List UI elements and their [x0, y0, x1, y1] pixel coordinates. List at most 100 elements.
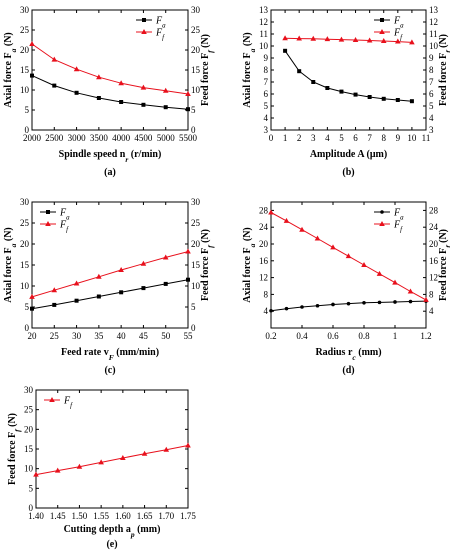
y-right-tick-label: 5 — [429, 101, 434, 111]
data-point-Ff — [185, 91, 191, 96]
y-left-tick-label: 15 — [20, 65, 30, 75]
data-point-Fa — [186, 277, 190, 282]
data-point-Fa — [300, 305, 304, 309]
y-left-tick-label: 10 — [24, 464, 34, 474]
legend-label: Fa — [155, 16, 166, 30]
y-left-tick-label: 30 — [20, 197, 30, 207]
y-left-tick-label: 16 — [259, 256, 269, 266]
y-left-tick-label: 10 — [259, 41, 269, 51]
x-tick-label: 3 — [311, 133, 316, 143]
data-point-Ff — [314, 235, 321, 241]
data-point-Fa — [311, 80, 316, 84]
x-tick-label: 30 — [72, 331, 82, 341]
y-left-tick-label: 4 — [264, 113, 269, 123]
data-point-Ff — [282, 35, 288, 41]
y-left-tick-label: 4 — [264, 306, 269, 316]
x-axis-label: Feed rate vF (mm/min) — [61, 347, 159, 362]
series-line-Fa — [31, 279, 189, 310]
y-right-axis-label: Feed force Ff (N) — [438, 229, 450, 301]
legend-marker — [379, 221, 385, 226]
data-point-Fa — [96, 96, 101, 100]
y-left-axis-label: Axial force Fa (N) — [3, 227, 18, 303]
y-left-tick-label: 3 — [264, 125, 269, 135]
y-right-axis-label: Feed force Ff (N) — [438, 34, 450, 106]
data-point-Fa — [353, 92, 358, 97]
y-right-tick-label: 12 — [429, 17, 438, 27]
y-left-tick-label: 20 — [20, 45, 30, 55]
data-point-Ff — [185, 248, 191, 254]
x-tick-label: 1.75 — [180, 511, 196, 521]
x-tick-label: 2500 — [45, 133, 64, 143]
data-point-Fa — [163, 105, 168, 110]
x-tick-label: 45 — [139, 331, 149, 341]
data-point-Fa — [346, 301, 351, 306]
data-point-Ff — [54, 467, 61, 473]
y-left-tick-label: 20 — [24, 424, 34, 434]
y-left-tick-label: 5 — [25, 105, 30, 115]
data-point-Ff — [310, 35, 317, 41]
x-tick-label: 40 — [117, 331, 127, 341]
panel-caption: (a) — [104, 167, 116, 178]
y-right-tick-label: 24 — [429, 222, 439, 232]
y-left-tick-label: 5 — [264, 101, 269, 111]
y-right-tick-label: 5 — [191, 302, 196, 312]
y-left-tick-label: 15 — [24, 444, 34, 454]
x-tick-label: 3000 — [68, 133, 87, 143]
y-left-tick-label: 13 — [259, 5, 269, 15]
data-point-Fa — [381, 96, 386, 101]
y-left-tick-label: 25 — [24, 405, 34, 415]
data-point-Ff — [96, 273, 102, 279]
x-tick-label: 1.65 — [137, 511, 153, 521]
data-point-Ff — [352, 37, 359, 42]
legend-marker — [49, 397, 55, 402]
series-line-Fa — [31, 75, 189, 110]
y-right-tick-label: 6 — [429, 89, 434, 99]
legend-label: Fa — [393, 16, 404, 30]
y-left-tick-label: 25 — [20, 25, 30, 35]
data-point-Fa — [377, 300, 382, 305]
data-point-Fa — [362, 301, 366, 305]
data-point-Ff — [185, 442, 191, 448]
data-point-Fa — [141, 286, 146, 291]
data-point-Fa — [339, 89, 344, 94]
data-point-Fa — [30, 306, 34, 311]
data-point-Ff — [96, 74, 102, 80]
data-point-Ff — [141, 450, 148, 456]
y-left-tick-label: 0 — [25, 323, 30, 333]
data-point-Fa — [163, 281, 168, 286]
y-right-axis-label: Feed force Ff (N) — [200, 229, 215, 301]
data-point-Ff — [324, 36, 331, 42]
y-left-tick-label: 30 — [20, 5, 30, 15]
data-point-Fa — [74, 90, 79, 95]
series-line-Ff — [35, 445, 189, 476]
data-point-Fa — [52, 302, 57, 307]
y-right-tick-label: 4 — [429, 113, 434, 123]
panel-caption: (e) — [106, 539, 117, 550]
y-left-tick-label: 0 — [25, 125, 30, 135]
data-point-Ff — [338, 36, 345, 42]
chart-panel-4: 1.40 1.45 1.50 1.55 1.60 1.65 1.70 1.75 0 5 10 15 20… — [7, 385, 196, 550]
data-point-Ff — [380, 37, 387, 43]
data-point-Ff — [76, 463, 83, 469]
legend-label: Ff — [63, 396, 73, 410]
x-tick-label: 7 — [367, 133, 372, 143]
x-tick-label: 1.40 — [28, 511, 44, 521]
data-point-Ff — [392, 279, 398, 285]
legend-marker — [142, 18, 146, 22]
y-right-tick-label: 8 — [429, 289, 434, 299]
data-point-Ff — [299, 226, 305, 232]
x-tick-label: 35 — [94, 331, 104, 341]
y-left-axis-label: Axial force Fa (N) — [242, 227, 257, 303]
y-left-tick-label: 20 — [259, 239, 269, 249]
data-point-Ff — [162, 254, 169, 260]
x-axis-label: Amplitude A (μm) — [310, 149, 387, 160]
x-tick-label: 3500 — [90, 133, 109, 143]
data-point-Fa — [269, 308, 273, 313]
data-point-Fa — [297, 69, 302, 74]
y-left-tick-label: 20 — [20, 239, 30, 249]
chart-panel-0: 2000 2500 3000 3500 4000 4500 5000 550005101520… — [3, 5, 215, 178]
y-left-tick-label: 7 — [264, 77, 269, 87]
data-point-Fa — [186, 107, 190, 112]
y-left-axis-label: Feed force Ff (N) — [7, 413, 22, 485]
